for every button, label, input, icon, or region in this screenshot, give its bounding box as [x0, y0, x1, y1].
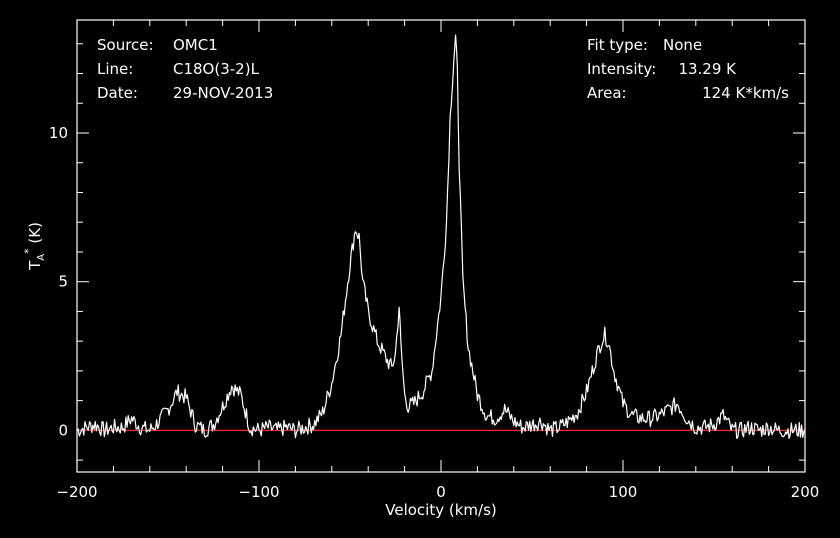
tick-labels: −200 −100 0 100 200 0 5 10: [49, 124, 819, 501]
x-axis-label: Velocity (km/s): [385, 501, 496, 519]
source-value: OMC1: [173, 36, 218, 54]
x-tick-label: −100: [238, 483, 279, 501]
line-value: C18O(3-2)L: [173, 60, 260, 78]
x-tick-label: 0: [436, 483, 446, 501]
y-tick-label: 10: [49, 124, 68, 142]
date-key: Date:: [97, 84, 138, 102]
area-key: Area:: [587, 84, 627, 102]
spectrum-series-line: [76, 34, 806, 440]
y-tick-label: 0: [58, 421, 68, 439]
x-tick-label: 100: [609, 483, 638, 501]
date-value: 29-NOV-2013: [173, 84, 273, 102]
line-key: Line:: [97, 60, 133, 78]
intensity-value: 13.29 K: [678, 60, 737, 78]
fit-type-key: Fit type:: [587, 36, 648, 54]
y-axis-label: TA* (K): [22, 222, 47, 271]
x-tick-label: −200: [56, 483, 97, 501]
area-value: 124 K*km/s: [702, 84, 789, 102]
svg-text:TA* (K): TA* (K): [22, 222, 47, 271]
fit-type-value: None: [663, 36, 702, 54]
intensity-key: Intensity:: [587, 60, 656, 78]
y-tick-label: 5: [58, 273, 68, 291]
source-key: Source:: [97, 36, 154, 54]
plot-frame: [76, 19, 806, 473]
x-tick-label: 200: [791, 483, 820, 501]
